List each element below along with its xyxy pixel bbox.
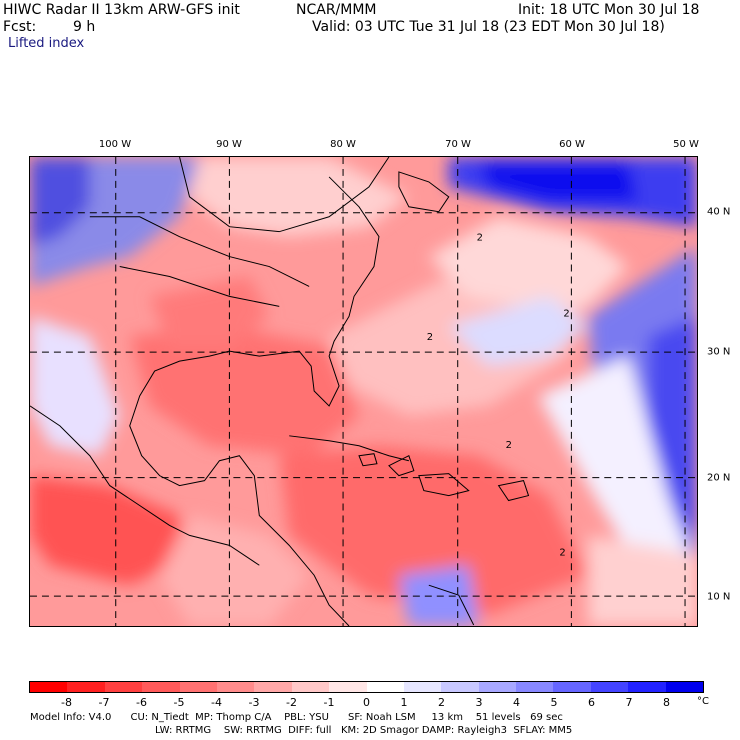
- lon-label-90w: 90 W: [216, 139, 242, 150]
- colorbar-swatch: [142, 682, 180, 692]
- lon-label-70w: 70 W: [445, 139, 471, 150]
- colorbar-tick-label: -2: [286, 696, 297, 709]
- colorbar-swatch: [104, 682, 143, 692]
- contour-label: 2: [563, 308, 569, 319]
- colorbar-swatch: [516, 682, 554, 692]
- colorbar-tick-label: 7: [625, 696, 633, 709]
- contour-label: 2: [506, 440, 512, 451]
- colorbar-swatch: [254, 682, 292, 692]
- colorbar-tick-label: -6: [136, 696, 147, 709]
- contour-label: 2: [559, 547, 565, 558]
- colorbar-swatch: [478, 682, 517, 692]
- colorbar-swatch: [366, 682, 404, 692]
- valid-time: Valid: 03 UTC Tue 31 Jul 18 (23 EDT Mon …: [312, 19, 665, 35]
- lon-label-50w: 50 W: [673, 139, 699, 150]
- lat-label-30n: 30 N: [707, 346, 731, 358]
- colorbar-swatch: [67, 682, 105, 692]
- colorbar-swatch: [403, 682, 442, 692]
- colorbar-tick-label: 8: [663, 696, 670, 709]
- shading-field: [30, 157, 697, 626]
- coastlines: [30, 157, 530, 626]
- lat-label-20n: 20 N: [707, 472, 731, 484]
- colorbar-swatch: [179, 682, 217, 692]
- colorbar-swatch: [628, 682, 666, 692]
- colorbar-tick-label: -1: [323, 696, 335, 709]
- colorbar-swatch: [590, 682, 629, 692]
- init-time: Init: 18 UTC Mon 30 Jul 18: [518, 2, 700, 18]
- forecast-hour: 9 h: [73, 19, 96, 35]
- colorbar-tick-label: -5: [173, 696, 185, 709]
- colorbar: [29, 681, 704, 693]
- colorbar-tick-label: -3: [248, 696, 260, 709]
- colorbar-tick-label: 1: [400, 696, 408, 709]
- colorbar-swatch: [441, 682, 479, 692]
- colorbar-tick-label: 4: [513, 696, 520, 709]
- contour-label: 2: [427, 332, 433, 343]
- forecast-label: Fcst:: [3, 19, 37, 35]
- colorbar-swatch: [216, 682, 255, 692]
- colorbar-tick-label: 5: [550, 696, 558, 709]
- lat-label-10n: 10 N: [707, 591, 731, 603]
- colorbar-tick-label: 3: [475, 696, 483, 709]
- colorbar-tick-label: -4: [211, 696, 222, 709]
- colorbar-swatch: [665, 682, 704, 692]
- colorbar-swatch: [329, 682, 367, 692]
- lon-label-60w: 60 W: [559, 139, 585, 150]
- colorbar-swatch: [291, 682, 330, 692]
- lat-label-40n: 40 N: [707, 206, 731, 218]
- contour-label: 2: [477, 233, 483, 244]
- field-name: Lifted index: [8, 36, 85, 51]
- colorbar-tick-label: 0: [363, 696, 370, 709]
- lon-label-100w: 100 W: [98, 139, 132, 150]
- colorbar-swatch: [553, 682, 591, 692]
- model-title: HIWC Radar II 13km ARW-GFS init: [3, 2, 240, 18]
- center-label: NCAR/MMM: [296, 2, 377, 18]
- model-info-line2: LW: RRTMG SW: RRTMG DIFF: full KM: 2D Sm…: [155, 725, 573, 736]
- colorbar-swatch: [30, 682, 68, 692]
- colorbar-tick-label: 2: [438, 696, 445, 709]
- model-info-line1: Model Info: V4.0 CU: N_Tiedt MP: Thomp C…: [30, 712, 563, 723]
- colorbar-unit: °C: [697, 696, 709, 707]
- lifted-index-map: 2 2 2 2 2: [29, 156, 698, 627]
- colorbar-tick-label: 6: [588, 696, 595, 709]
- lon-label-80w: 80 W: [330, 139, 356, 150]
- colorbar-tick-label: -8: [61, 696, 72, 709]
- colorbar-tick-label: -7: [98, 696, 110, 709]
- lat-lon-grid: [30, 157, 697, 626]
